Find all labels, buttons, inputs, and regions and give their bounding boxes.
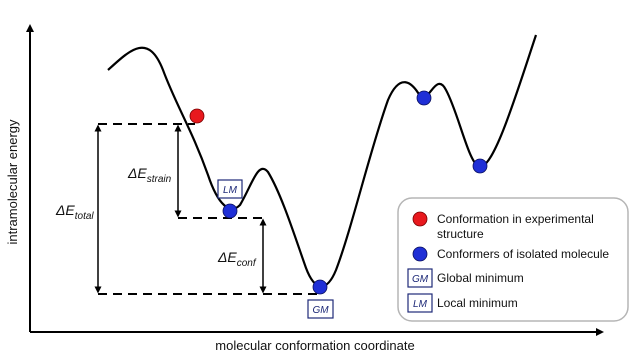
delta-e-conf-label: ΔEconf	[217, 249, 257, 269]
experimental-conformation-point	[189, 108, 205, 124]
legend: Conformation in experimental structure C…	[397, 197, 629, 322]
energy-curve	[107, 34, 538, 288]
legend-box	[397, 197, 629, 322]
svg-text:Local minimum: Local minimum	[437, 296, 518, 310]
svg-text:LM: LM	[223, 185, 238, 196]
right-minimum-conformer-point	[472, 158, 488, 174]
svg-text:Conformers of isolated molecul: Conformers of isolated molecule	[437, 247, 609, 261]
y-axis-label: intramolecular energy	[5, 119, 20, 245]
svg-text:GM: GM	[312, 305, 329, 316]
svg-text:structure: structure	[437, 227, 484, 241]
legend-lm-box-icon	[407, 293, 433, 313]
local-minimum-conformer-point	[222, 203, 238, 219]
legend-gm-box-icon	[407, 268, 433, 288]
delta-e-total-label: ΔEtotal	[55, 202, 94, 222]
svg-text:Conformation in experimental: Conformation in experimental	[437, 212, 594, 226]
svg-text:GM: GM	[412, 274, 429, 285]
legend-item-global-minimum: GM Global minimum	[407, 268, 524, 288]
x-axis-label: molecular conformation coordinate	[215, 338, 414, 353]
delta-e-strain-label: ΔEstrain	[127, 165, 172, 185]
svg-text:Global minimum: Global minimum	[437, 271, 524, 285]
high-conformer-point	[416, 90, 432, 106]
global-minimum-box-label: GM	[307, 299, 334, 319]
legend-item-conformers: Conformers of isolated molecule	[412, 246, 609, 262]
legend-red-circle-icon	[412, 211, 428, 227]
legend-item-local-minimum: LM Local minimum	[407, 293, 518, 313]
legend-blue-circle-icon	[412, 246, 428, 262]
global-minimum-conformer-point	[312, 279, 328, 295]
local-minimum-box-label: LM	[217, 179, 243, 199]
svg-text:LM: LM	[413, 299, 428, 310]
legend-item-experimental: Conformation in experimental structure	[412, 211, 594, 241]
